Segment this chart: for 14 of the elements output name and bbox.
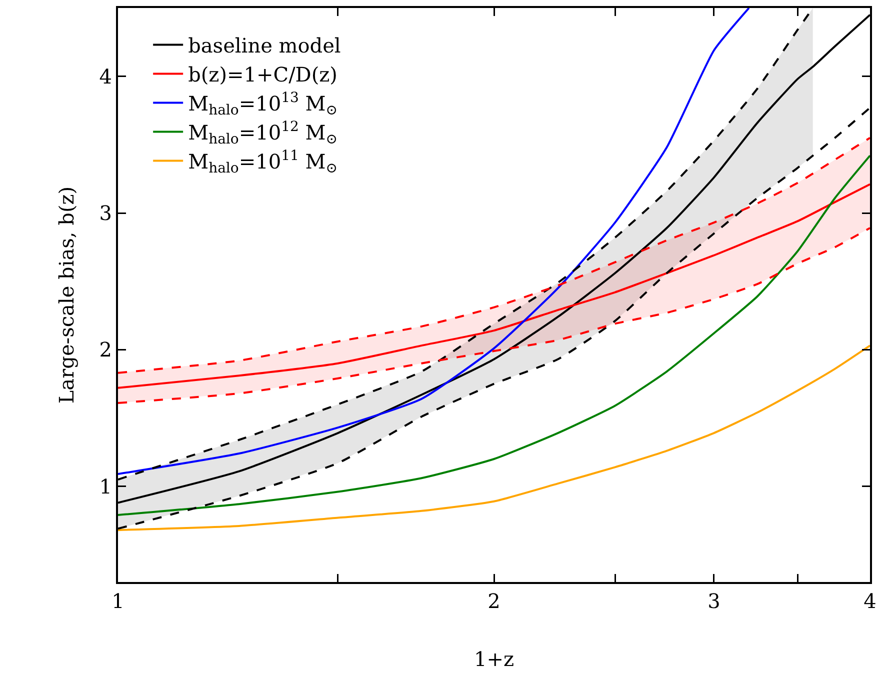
y-tick-label: 3 [99,201,112,225]
legend-label: M$_{halo}$=10$^{12}$ M$_{⊙}$ [188,119,338,148]
x-tick-label: 4 [864,589,876,613]
y-tick-label: 2 [99,338,112,362]
x-tick-label: 3 [708,589,720,613]
x-axis-title: 1+z [474,647,514,671]
legend-label: M$_{halo}$=10$^{11}$ M$_{⊙}$ [188,148,338,177]
legend-label: b(z)=1+C/D(z) [188,62,338,87]
y-tick-label: 4 [99,64,112,88]
legend-label: baseline model [188,34,341,58]
y-tick-label: 1 [99,474,112,498]
legend-label: M$_{halo}$=10$^{13}$ M$_{⊙}$ [188,90,338,119]
x-tick-label: 2 [488,589,500,613]
y-axis-title: Large-scale bias, b(z) [54,186,78,404]
